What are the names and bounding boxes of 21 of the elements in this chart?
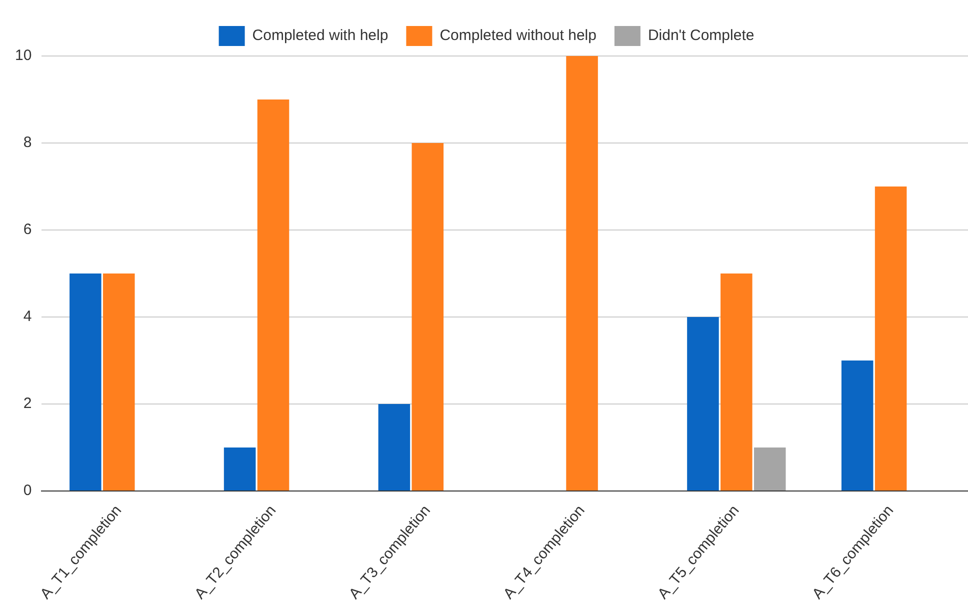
bar	[257, 100, 290, 491]
bar	[566, 56, 598, 491]
y-tick-label: 8	[23, 134, 32, 152]
y-tick-label: 10	[14, 47, 32, 64]
bar	[754, 448, 786, 491]
legend-label: Completed with help	[252, 27, 388, 44]
bar	[841, 360, 874, 491]
bar	[720, 274, 752, 491]
bar	[412, 143, 444, 491]
bar	[687, 317, 719, 491]
legend-label: Didn't Complete	[648, 27, 754, 44]
y-tick-label: 6	[23, 221, 32, 238]
bar	[70, 274, 102, 491]
y-tick-label: 2	[23, 395, 32, 412]
bar	[224, 448, 256, 491]
y-tick-label: 0	[23, 482, 32, 500]
bar	[874, 186, 907, 491]
y-tick-label: 4	[23, 308, 32, 326]
bar	[102, 274, 135, 491]
legend-label: Completed without help	[440, 27, 596, 44]
bar	[378, 404, 410, 491]
